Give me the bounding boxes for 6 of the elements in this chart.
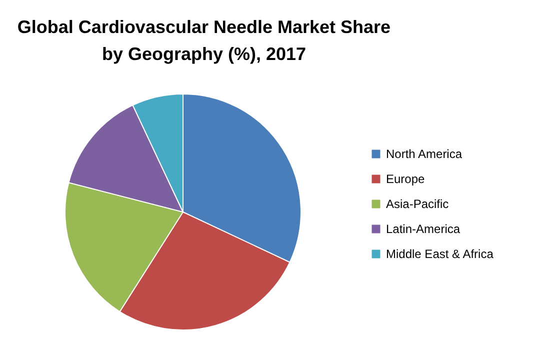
legend-label: Asia-Pacific [386, 197, 449, 211]
chart-title: Global Cardiovascular Needle Market Share by Geography (%), 2017 [17, 17, 391, 64]
legend-label: Latin-America [386, 222, 460, 236]
legend-label: Middle East & Africa [386, 247, 494, 261]
legend-label: Europe [386, 172, 426, 186]
legend-label: North America [386, 147, 462, 161]
